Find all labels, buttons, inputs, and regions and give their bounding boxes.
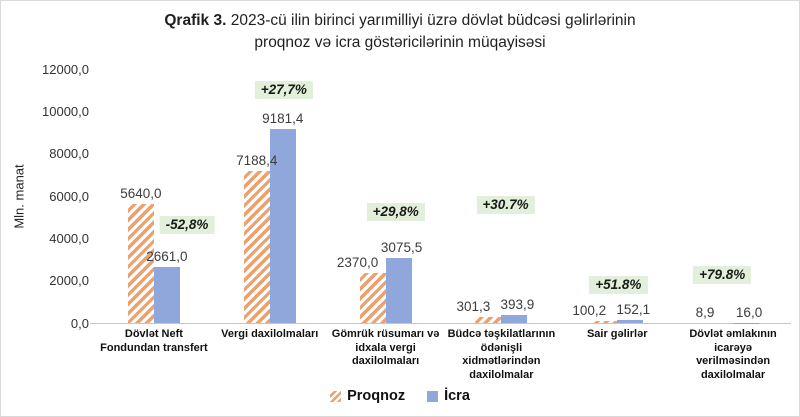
bar-icra: [269, 128, 296, 323]
change-percent-badge: +79.8%: [693, 266, 752, 284]
bar-group: 100,2 152,1 +51.8%: [559, 69, 675, 323]
value-label-proqnoz: 8,9: [695, 304, 715, 320]
y-tick-label: 6000,0: [49, 188, 89, 204]
change-percent-badge: +27,7%: [254, 81, 313, 99]
bar-icra: [617, 319, 644, 323]
category-label: Vergi daxilolmaları: [221, 328, 319, 340]
bar-group: 2370,0 3075,5 +29,8%: [328, 69, 444, 323]
y-tick-label: 4000,0: [49, 230, 89, 246]
legend-label-icra: İcra: [444, 388, 470, 404]
value-label-icra: 16,0: [735, 304, 763, 320]
change-percent-badge: +30.7%: [476, 196, 535, 214]
bar-group: 7188,4 9181,4 +27,7%: [212, 69, 328, 323]
bar-group: 5640,0 2661,0 -52,8%: [96, 69, 215, 323]
bar-proqnoz: [243, 170, 270, 323]
title-line-1: Qrafik 3. 2023-cü ilin birinci yarımilli…: [1, 10, 799, 32]
x-axis-labels: Dövlət Neft Fondundan transfert Vergi dax…: [96, 328, 791, 382]
value-label-icra: 393,9: [500, 296, 535, 312]
y-tick-label: 8000,0: [49, 146, 89, 162]
y-tick-label: 2000,0: [49, 273, 89, 289]
y-tick-label: 0,0: [70, 315, 89, 331]
title-text-1: 2023-cü ilin birinci yarımilliyi üzrə dö…: [230, 12, 636, 29]
bar-group: 301,3 393,9 +30.7%: [444, 69, 560, 323]
proqnoz-hatched-swatch-icon: [330, 390, 342, 402]
legend-item-proqnoz: Proqnoz: [330, 388, 405, 404]
value-label-proqnoz: 100,2: [572, 302, 607, 318]
bar-icra: [153, 266, 180, 323]
value-label-icra: 2661,0: [146, 248, 188, 264]
bar-proqnoz: [591, 320, 618, 323]
legend-item-icra: İcra: [427, 388, 470, 404]
bar-icra: [385, 257, 412, 323]
category-label: Dövlət əmlakının icarəyə verilməsindən d…: [689, 328, 777, 381]
bar-icra: [501, 314, 528, 323]
value-label-icra: 3075,5: [380, 239, 423, 255]
value-label-proqnoz: 2370,0: [336, 254, 379, 270]
change-percent-badge: +51.8%: [589, 276, 648, 294]
value-label-proqnoz: 5640,0: [120, 185, 162, 201]
value-label-proqnoz: 301,3: [456, 298, 491, 314]
y-axis: 12000,0 10000,0 8000,0 6000,0 4000,0 2000,0 0,…: [29, 62, 89, 331]
y-tick-label: 10000,0: [42, 103, 89, 119]
y-tick-label: 12000,0: [42, 61, 89, 77]
value-label-proqnoz: 7188,4: [236, 152, 278, 168]
plot-area: 5640,0 2661,0 -52,8% 7188,4 9181,4 +27,7% 2370…: [90, 69, 791, 324]
category-label: Sair gəlirlər: [586, 328, 648, 340]
title-prefix: Qrafik 3.: [164, 12, 227, 29]
chart-title: Qrafik 3. 2023-cü ilin birinci yarımilli…: [1, 10, 799, 54]
icra-solid-swatch-icon: [427, 390, 439, 402]
change-percent-badge: +29,8%: [366, 203, 425, 221]
bar-proqnoz: [127, 203, 154, 323]
legend: Proqnoz İcra: [1, 388, 799, 404]
title-line-2: proqnoz və icra göstəricilərinin müqayis…: [254, 34, 546, 51]
category-label: Büdcə təşkilatlarının ödənişli xidmətlər…: [447, 328, 556, 381]
bar-group: 8,9 16,0 +79.8%: [675, 69, 791, 323]
legend-label-proqnoz: Proqnoz: [347, 388, 406, 404]
value-label-icra: 152,1: [616, 301, 651, 317]
category-label: Dövlət Neft Fondundan transfert: [100, 328, 208, 354]
change-percent-badge: -52,8%: [159, 216, 215, 234]
y-axis-title: Mln. manat: [11, 164, 27, 229]
category-label: Gömrük rüsumarı və idxala vergi daxilolm…: [331, 328, 440, 367]
bar-proqnoz: [475, 316, 502, 323]
bar-proqnoz: [359, 272, 386, 323]
value-label-icra: 9181,4: [262, 110, 304, 126]
